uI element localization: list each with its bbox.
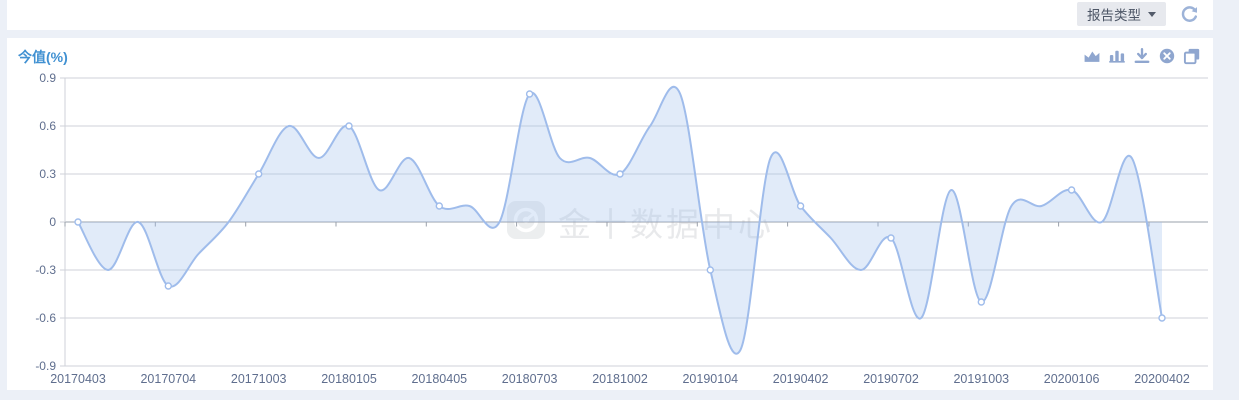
download-icon[interactable] bbox=[1133, 47, 1151, 65]
refresh-icon[interactable] bbox=[1179, 4, 1199, 24]
data-point[interactable] bbox=[706, 266, 714, 274]
y-axis-label: -0.6 bbox=[35, 311, 56, 325]
report-type-label: 报告类型 bbox=[1087, 8, 1141, 23]
y-axis-label: -0.3 bbox=[35, 263, 56, 277]
area-fill bbox=[78, 86, 1162, 354]
close-circle-icon[interactable] bbox=[1158, 47, 1176, 65]
x-axis-label: 20180105 bbox=[321, 372, 377, 386]
data-point[interactable] bbox=[435, 202, 443, 210]
chart-panel: 今值(%) bbox=[7, 38, 1213, 390]
page-content: 报告类型 今值(%) bbox=[7, 0, 1213, 390]
data-point[interactable] bbox=[164, 282, 173, 290]
x-axis-label: 20200402 bbox=[1134, 372, 1190, 386]
x-axis-label: 20190104 bbox=[682, 372, 738, 386]
caret-down-icon bbox=[1148, 11, 1156, 17]
data-point[interactable] bbox=[525, 90, 534, 98]
copy-icon[interactable] bbox=[1183, 47, 1201, 65]
data-point[interactable] bbox=[1158, 314, 1166, 322]
area-chart-icon[interactable] bbox=[1083, 47, 1101, 65]
x-axis-label: 20171003 bbox=[231, 372, 287, 386]
x-axis-label: 20181002 bbox=[592, 372, 648, 386]
data-point[interactable] bbox=[1067, 186, 1076, 194]
x-axis-label: 20200106 bbox=[1044, 372, 1100, 386]
y-axis-label: 0.6 bbox=[39, 119, 56, 133]
data-point[interactable] bbox=[977, 298, 985, 306]
data-point[interactable] bbox=[616, 170, 624, 178]
x-axis-label: 20170403 bbox=[50, 372, 106, 386]
data-point[interactable] bbox=[887, 234, 895, 242]
x-axis-label: 20190402 bbox=[773, 372, 829, 386]
data-point[interactable] bbox=[254, 170, 263, 178]
data-point[interactable] bbox=[74, 218, 82, 226]
data-point[interactable] bbox=[796, 202, 805, 210]
x-axis-label: 20180703 bbox=[502, 372, 558, 386]
y-axis-label: -0.9 bbox=[35, 359, 56, 373]
spacer bbox=[7, 30, 1213, 38]
y-axis-label: 0.3 bbox=[39, 167, 56, 181]
y-axis-label: 0.9 bbox=[39, 71, 56, 85]
data-point[interactable] bbox=[345, 122, 353, 130]
chart-toolbar bbox=[1083, 47, 1201, 65]
x-axis-label: 20190702 bbox=[863, 372, 919, 386]
report-type-dropdown[interactable]: 报告类型 bbox=[1077, 2, 1166, 26]
chart-title: 今值(%) bbox=[18, 49, 68, 65]
x-axis-label: 20180405 bbox=[411, 372, 467, 386]
toolbar: 报告类型 bbox=[7, 0, 1213, 30]
x-axis-label: 20170704 bbox=[140, 372, 196, 386]
bar-chart-icon[interactable] bbox=[1108, 47, 1126, 65]
y-axis-label: 0 bbox=[49, 215, 56, 229]
x-axis-label: 20191003 bbox=[953, 372, 1009, 386]
